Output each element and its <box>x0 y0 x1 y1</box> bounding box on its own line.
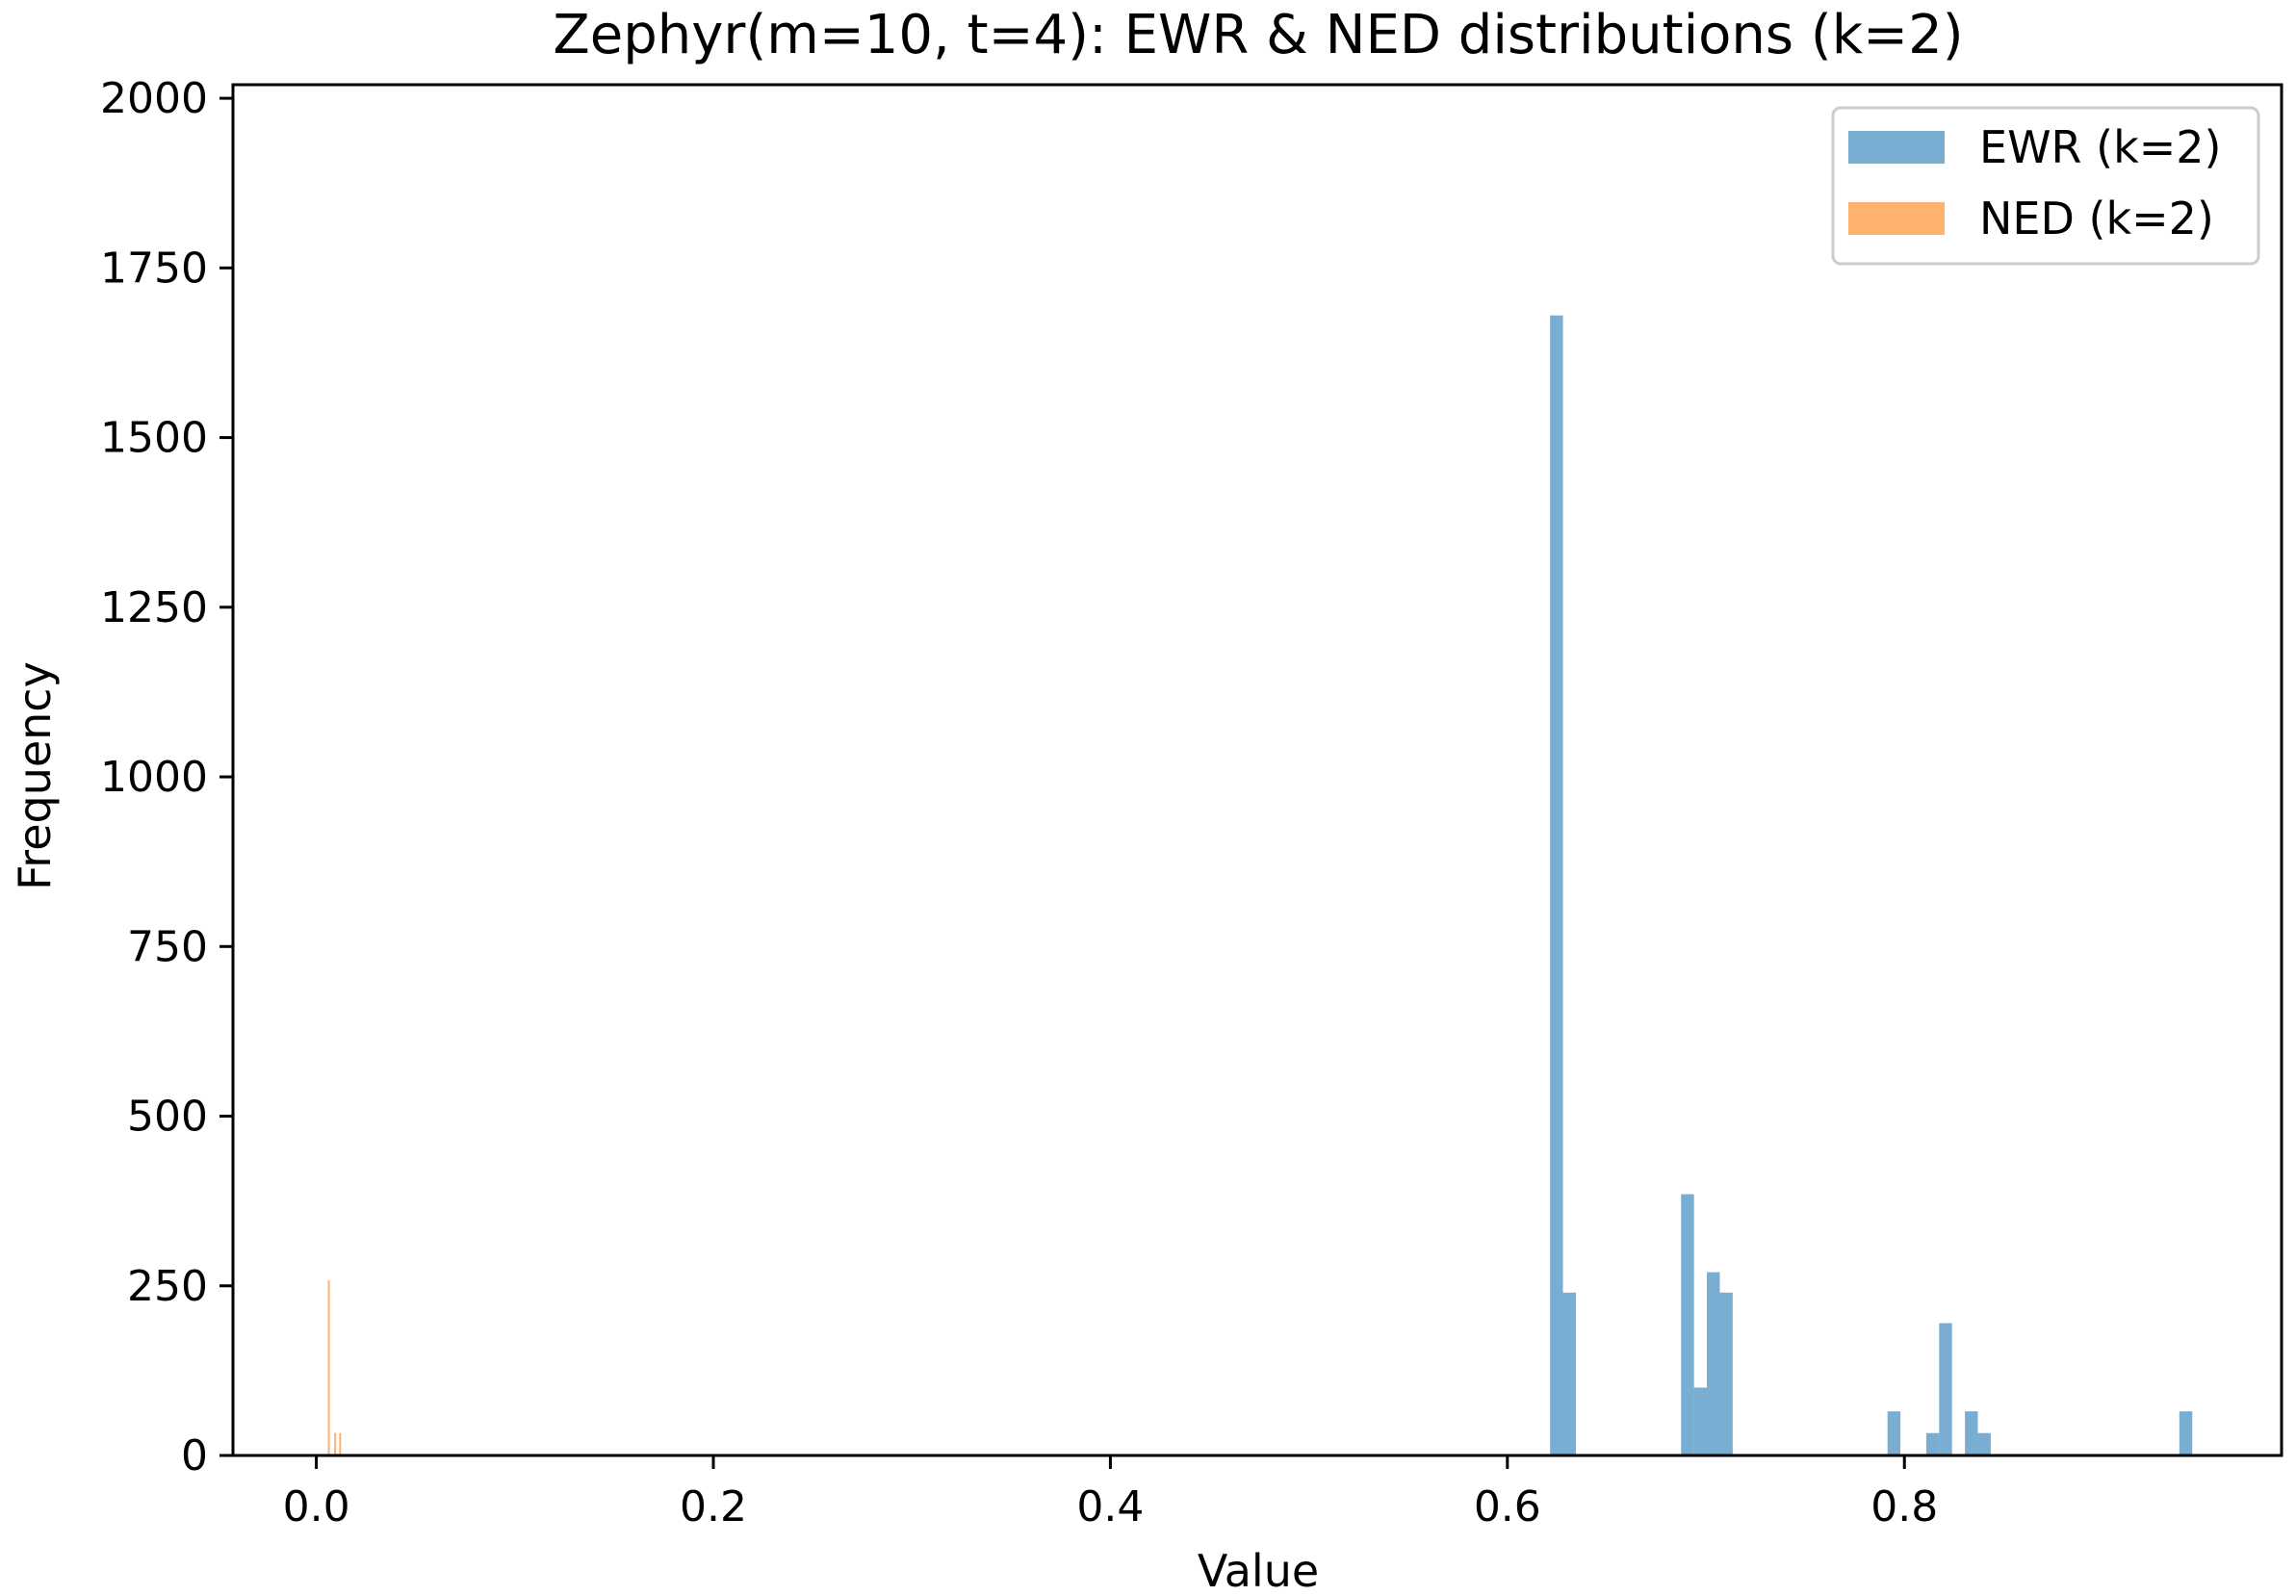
y-tick-label: 0 <box>181 1431 208 1480</box>
y-tick-label: 500 <box>127 1093 208 1142</box>
y-tick-label: 1000 <box>100 753 208 802</box>
y-tick-label: 2000 <box>100 74 208 123</box>
bar-series-0-bin-6 <box>1887 1411 1901 1455</box>
y-tick-label: 750 <box>127 922 208 971</box>
chart-title: Zephyr(m=10, t=4): EWR & NED distributio… <box>553 4 1963 66</box>
x-tick-label: 0.0 <box>283 1482 350 1532</box>
bar-series-0-bin-10 <box>1977 1432 1991 1455</box>
bar-series-0-bin-8 <box>1939 1323 1952 1455</box>
bar-series-0-bin-9 <box>1965 1411 1978 1455</box>
bar-series-1-bin-0 <box>327 1280 330 1455</box>
y-axis-label: Frequency <box>9 661 61 890</box>
x-tick-label: 0.6 <box>1474 1482 1541 1532</box>
bar-series-1-bin-2 <box>339 1432 342 1455</box>
bar-series-0-bin-5 <box>1719 1292 1733 1455</box>
y-tick-label: 1500 <box>100 414 208 463</box>
bar-series-0-bin-4 <box>1707 1272 1720 1455</box>
bar-series-0-bin-7 <box>1925 1432 1940 1455</box>
bar-series-1-bin-1 <box>334 1432 337 1455</box>
bars-layer <box>327 315 2193 1456</box>
bar-series-0-bin-0 <box>1550 315 1563 1456</box>
x-tick-label: 0.8 <box>1870 1482 1938 1532</box>
y-tick-label: 1750 <box>100 244 208 293</box>
bar-series-0-bin-1 <box>1562 1292 1576 1455</box>
bar-series-0-bin-3 <box>1693 1387 1708 1455</box>
bar-series-0-bin-11 <box>2179 1411 2193 1455</box>
x-axis-ticks: 0.0 0.2 0.4 0.6 0.8 <box>283 1455 1938 1532</box>
bar-series-0-bin-2 <box>1681 1194 1694 1455</box>
y-tick-label: 1250 <box>100 583 208 632</box>
legend-label-1: NED (k=2) <box>1979 193 2214 245</box>
x-tick-label: 0.2 <box>680 1482 747 1532</box>
y-tick-label: 250 <box>127 1262 208 1311</box>
legend-swatch-0 <box>1848 131 1945 164</box>
x-axis-label: Value <box>1198 1545 1319 1596</box>
legend: EWR (k=2) NED (k=2) <box>1831 106 2260 266</box>
y-axis-ticks: 0 250 500 750 1000 1250 1500 1750 2000 <box>100 74 233 1480</box>
x-tick-label: 0.4 <box>1076 1482 1144 1532</box>
legend-label-0: EWR (k=2) <box>1979 121 2221 173</box>
plot-frame <box>231 83 2283 1457</box>
legend-swatch-1 <box>1848 202 1945 235</box>
